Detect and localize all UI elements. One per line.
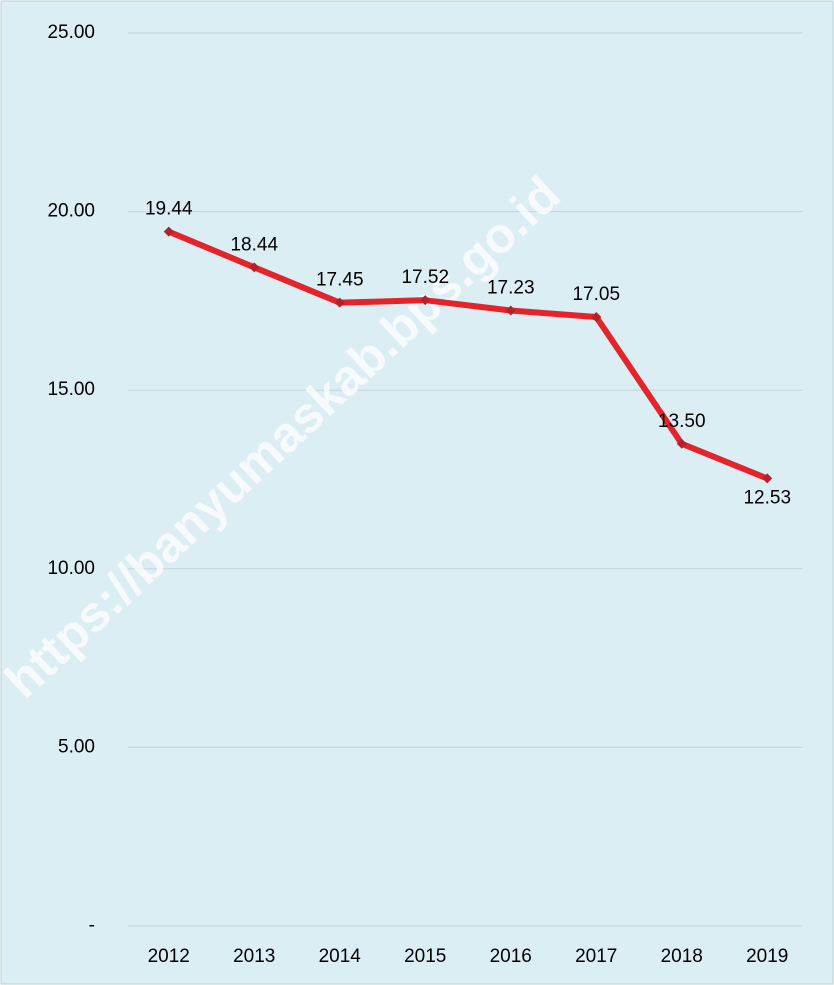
x-tick-label: 2013 [233,946,275,967]
y-tick-label: 20.00 [47,201,95,222]
x-tick-label: 2015 [404,946,446,967]
x-tick-label: 2016 [490,946,532,967]
marker [591,311,602,322]
line [167,228,769,482]
marker [420,295,431,306]
marker [249,262,260,273]
data-label: 17.23 [487,278,535,299]
data-label: 17.52 [401,267,449,288]
plot: 19.44 18.44 17.45 17.52 17.23 17.05 13.50 12.53 [145,199,791,509]
x-tick-label: 2012 [148,946,190,967]
y-tick-label: 10.00 [47,558,95,579]
marker [676,438,687,449]
x-tick-label: 2018 [661,946,703,967]
y-tick-label: 15.00 [47,379,95,400]
data-label: 12.53 [743,487,791,508]
marker [163,226,174,237]
x-tick-label: 2017 [575,946,617,967]
y-tick-label: 5.00 [58,736,95,757]
data-label: 13.50 [658,411,706,432]
marker [334,297,345,308]
grid [128,32,803,927]
x-tick-label: 2019 [746,946,788,967]
data-label: 19.44 [145,199,193,220]
data-label: 17.05 [572,284,620,305]
data-label: 17.45 [316,270,364,291]
marker [505,305,516,316]
y-tick-label: 25.00 [47,22,95,43]
data-label: 18.44 [230,234,278,255]
marker [762,473,773,484]
y-tick-label: - [89,915,95,936]
x-tick-label: 2014 [319,946,362,967]
